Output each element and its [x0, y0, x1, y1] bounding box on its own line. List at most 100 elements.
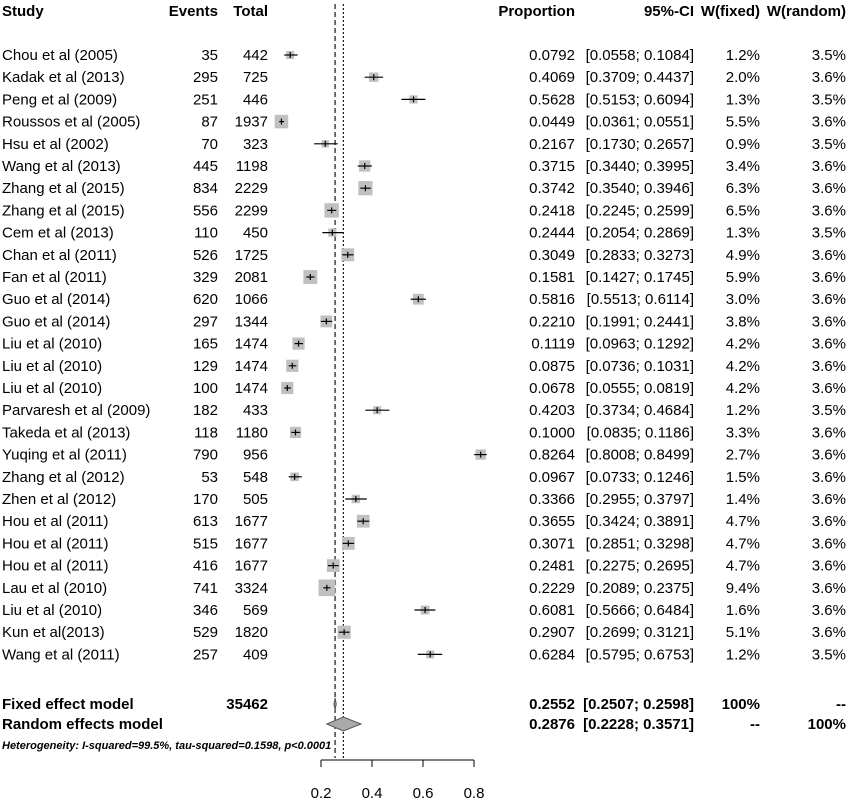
study-w-random: 3.6% [812, 114, 846, 131]
study-name: Fan et al (2011) [2, 269, 107, 286]
study-name: Liu et al (2010) [2, 358, 102, 375]
study-proportion: 0.3655 [529, 513, 575, 530]
study-w-fixed: 3.4% [726, 158, 760, 175]
study-total: 1344 [235, 313, 268, 330]
study-events: 70 [201, 136, 218, 153]
study-events: 87 [201, 114, 218, 131]
study-name: Guo et al (2014) [2, 313, 110, 330]
study-ci: [0.0558; 0.1084] [586, 47, 694, 64]
study-w-random: 3.6% [812, 247, 846, 264]
study-events: 329 [193, 269, 218, 286]
header-w-random: W(random) [767, 3, 846, 20]
header-w-fixed: W(fixed) [701, 3, 760, 20]
study-events: 251 [193, 91, 218, 108]
study-proportion: 0.6081 [529, 602, 575, 619]
study-proportion: 0.3715 [529, 158, 575, 175]
study-w-random: 3.6% [812, 424, 846, 441]
fixed-ci: [0.2507; 0.2598] [583, 696, 694, 713]
study-total: 1474 [235, 380, 268, 397]
study-total: 2229 [235, 180, 268, 197]
study-w-fixed: 4.2% [726, 380, 760, 397]
study-w-random: 3.6% [812, 336, 846, 353]
study-events: 165 [193, 336, 218, 353]
study-total: 1474 [235, 358, 268, 375]
study-name: Hou et al (2011) [2, 558, 108, 575]
study-proportion: 0.3742 [529, 180, 575, 197]
study-events: 620 [193, 291, 218, 308]
study-events: 129 [193, 358, 218, 375]
study-events: 741 [193, 580, 218, 597]
study-ci: [0.3734; 0.4684] [586, 402, 694, 419]
x-axis: 0.2 0.4 0.6 0.8 [311, 759, 484, 800]
study-w-random: 3.6% [812, 380, 846, 397]
study-proportion: 0.1581 [529, 269, 575, 286]
study-w-fixed: 4.2% [726, 358, 760, 375]
study-name: Kun et al(2013) [2, 624, 105, 641]
study-name: Liu et al (2010) [2, 380, 102, 397]
random-effect-diamond [325, 716, 363, 732]
study-w-fixed: 3.3% [726, 424, 760, 441]
study-w-fixed: 2.0% [726, 69, 760, 86]
study-w-fixed: 1.2% [726, 402, 760, 419]
study-w-fixed: 1.2% [726, 47, 760, 64]
study-w-random: 3.6% [812, 447, 846, 464]
study-w-fixed: 1.5% [726, 469, 760, 486]
study-proportion: 0.1119 [531, 336, 575, 353]
study-w-random: 3.6% [812, 469, 846, 486]
study-w-random: 3.6% [812, 535, 846, 552]
study-name: Chou et al (2005) [2, 47, 118, 64]
study-w-random: 3.5% [812, 225, 846, 242]
study-total: 1937 [235, 114, 268, 131]
plot-marks [274, 4, 487, 758]
study-events: 182 [193, 402, 218, 419]
study-w-random: 3.6% [812, 358, 846, 375]
study-total: 505 [243, 491, 268, 508]
study-ci: [0.0835; 0.1186] [587, 424, 694, 441]
study-ci: [0.0555; 0.0819] [586, 380, 694, 397]
study-w-random: 3.6% [812, 313, 846, 330]
study-ci: [0.2833; 0.3273] [586, 247, 694, 264]
study-ci: [0.3424; 0.3891] [586, 513, 694, 530]
study-events: 53 [201, 469, 218, 486]
study-ci: [0.2851; 0.3298] [586, 535, 694, 552]
fixed-total: 35462 [226, 696, 268, 713]
x-tick-label: 0.2 [311, 785, 332, 800]
study-name: Takeda et al (2013) [2, 424, 130, 441]
study-ci: [0.1427; 0.1745] [586, 269, 694, 286]
study-w-random: 3.5% [812, 402, 846, 419]
study-w-random: 3.6% [812, 291, 846, 308]
study-total: 956 [243, 447, 268, 464]
study-ci: [0.5513; 0.6114] [587, 291, 694, 308]
study-w-fixed: 4.2% [726, 336, 760, 353]
study-name: Liu et al (2010) [2, 336, 102, 353]
study-name: Wang et al (2011) [2, 646, 120, 663]
fixed-w-random: -- [836, 696, 846, 713]
study-w-fixed: 4.7% [726, 513, 760, 530]
study-total: 323 [243, 136, 268, 153]
study-w-fixed: 5.9% [726, 269, 760, 286]
study-w-random: 3.6% [812, 580, 846, 597]
study-ci: [0.1730; 0.2657] [586, 136, 694, 153]
study-w-fixed: 5.5% [726, 114, 760, 131]
study-ci: [0.2275; 0.2695] [586, 558, 694, 575]
study-proportion: 0.3049 [529, 247, 575, 264]
study-name: Zhang et al (2015) [2, 180, 125, 197]
study-proportion: 0.2418 [529, 202, 575, 219]
study-name: Yuqing et al (2011) [2, 447, 127, 464]
header-events: Events [169, 3, 218, 20]
fixed-w-fixed: 100% [722, 696, 760, 713]
study-ci: [0.5795; 0.6753] [586, 646, 694, 663]
study-events: 100 [193, 380, 218, 397]
study-ci: [0.3540; 0.3946] [586, 180, 694, 197]
study-events: 445 [193, 158, 218, 175]
study-w-random: 3.6% [812, 202, 846, 219]
study-proportion: 0.0792 [529, 47, 575, 64]
study-name: Guo et al (2014) [2, 291, 110, 308]
study-w-random: 3.6% [812, 602, 846, 619]
study-w-random: 3.5% [812, 91, 846, 108]
study-events: 297 [193, 313, 218, 330]
random-w-fixed: -- [750, 716, 760, 733]
study-total: 569 [243, 602, 268, 619]
study-events: 790 [193, 447, 218, 464]
